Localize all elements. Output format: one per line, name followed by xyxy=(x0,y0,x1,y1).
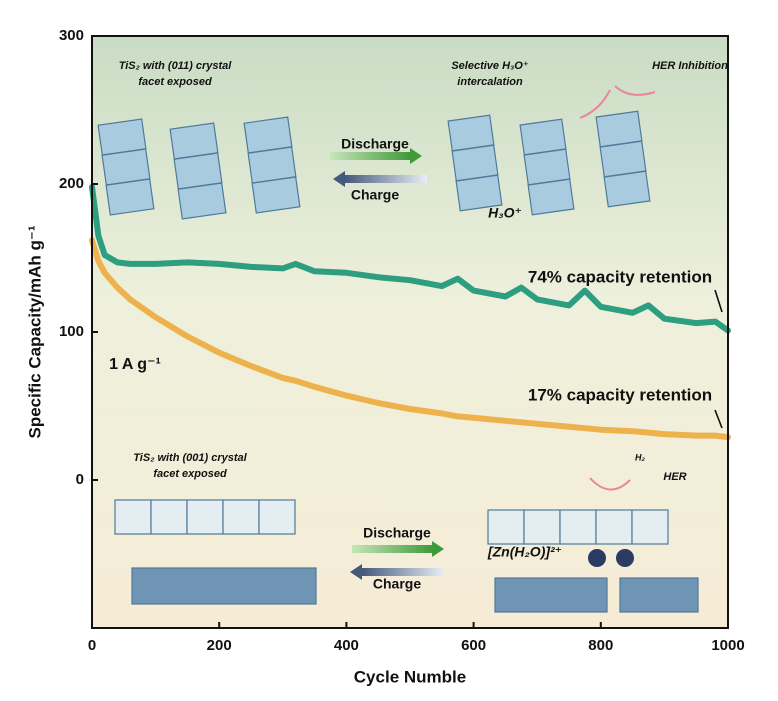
y-axis-title: Specific Capacity/mAh g⁻¹ xyxy=(25,225,44,438)
illustrations xyxy=(97,85,723,613)
annotation: H₃O⁺ xyxy=(488,205,522,221)
annotation: HER xyxy=(663,471,686,483)
x-tick-label: 800 xyxy=(588,637,613,654)
x-tick-label: 200 xyxy=(207,637,232,654)
annotation: facet exposed xyxy=(138,76,212,88)
annotation: facet exposed xyxy=(153,468,227,480)
annotation: [Zn(H₂O)]²⁺ xyxy=(487,544,562,560)
annotation: intercalation xyxy=(457,76,523,88)
y-tick-label: 200 xyxy=(59,175,84,192)
annotation: Selective H₃O⁺ xyxy=(451,60,529,72)
x-tick-label: 0 xyxy=(88,637,96,654)
annotation: 74% capacity retention xyxy=(528,267,712,286)
annotation: 17% capacity retention xyxy=(528,385,712,404)
annotation: H₂ xyxy=(635,452,645,462)
x-tick-label: 1000 xyxy=(711,637,744,654)
annotation: Charge xyxy=(373,576,421,592)
x-tick-label: 400 xyxy=(334,637,359,654)
annotation: HER Inhibition xyxy=(652,60,728,72)
x-axis-title: Cycle Numble xyxy=(354,667,466,686)
y-tick-label: 0 xyxy=(76,471,84,488)
y-tick-label: 300 xyxy=(59,27,84,44)
annotation: TiS₂ with (001) crystal xyxy=(133,452,247,464)
data-line xyxy=(89,237,731,441)
annotation: TiS₂ with (011) crystal xyxy=(119,60,233,72)
data-line xyxy=(89,184,731,334)
y-tick-label: 100 xyxy=(59,323,84,340)
annotation: 1 A g⁻¹ xyxy=(109,356,161,373)
annotation: Discharge xyxy=(341,136,409,152)
annotation: Discharge xyxy=(363,525,431,541)
annotation: Charge xyxy=(351,187,399,203)
x-tick-label: 600 xyxy=(461,637,486,654)
